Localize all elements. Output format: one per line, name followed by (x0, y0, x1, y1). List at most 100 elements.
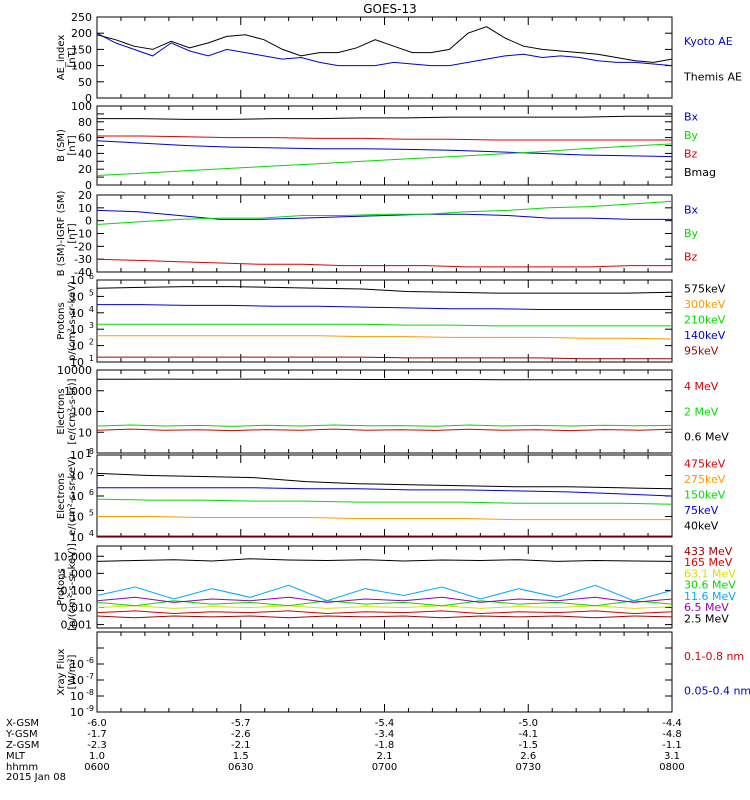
legend-entry: 433 MeV (684, 545, 733, 558)
x-axis-value: 0600 (84, 762, 109, 773)
y-tick-label: 20 (78, 163, 92, 176)
x-row-label: 2015 Jan 08 (6, 772, 66, 783)
y-tick-exponent: -9 (86, 704, 94, 713)
legend-entry: 2.5 MeV (684, 612, 729, 625)
series-line-protons_mev-1 (96, 610, 673, 615)
x-axis-value: -4.1 (518, 729, 538, 740)
x-axis-value: -6.0 (87, 718, 107, 729)
y-tick-label: 10 (70, 274, 84, 287)
y-tick-label: 0.010 (61, 602, 93, 615)
y-tick-label: 0.100 (61, 584, 93, 597)
panel-frame-protons_mev (96, 545, 673, 629)
series-line-bsm-0 (96, 140, 673, 158)
y-tick-label: 10 (70, 323, 84, 336)
y-axis-label: [nT] (67, 47, 78, 67)
y-tick-label: 10 (70, 340, 84, 353)
legend-entry: 30.6 MeV (684, 579, 736, 592)
series-line-protons_kev-4 (97, 356, 672, 360)
legend-entry: Bz (684, 147, 698, 160)
series-line-electrons_kev-4 (96, 472, 673, 490)
legend-entry: By (684, 129, 699, 142)
legend-entry: 210keV (684, 313, 726, 326)
y-tick-label: 10 (70, 290, 84, 303)
y-tick-label: 150 (71, 43, 92, 56)
y-tick-exponent: 6 (89, 272, 94, 281)
legend-entry: 475keV (684, 457, 726, 470)
y-tick-label: 10 (70, 356, 84, 369)
series-line-protons_mev-0 (96, 615, 673, 619)
x-axis-value: -5.7 (231, 718, 251, 729)
x-axis-value: -2.3 (87, 740, 107, 751)
legend-entry: 0.1-0.8 nm (684, 650, 744, 663)
y-tick-label: 0.001 (61, 619, 93, 632)
y-axis-label: [e/(cm²-s-sr)] (67, 378, 78, 444)
legend-entry: 575keV (684, 282, 726, 295)
x-axis-value: -1.5 (518, 740, 538, 751)
series-line-protons_kev-2 (97, 323, 672, 327)
y-tick-label: 1000 (64, 385, 92, 398)
legend-entry: 275keV (684, 473, 726, 486)
panel-frame-xray (96, 631, 673, 713)
legend-entry: By (684, 227, 699, 240)
y-tick-label: 1 (85, 447, 92, 460)
x-axis-value: -2.1 (231, 740, 251, 751)
y-tick-label: 10 (78, 202, 92, 215)
y-tick-exponent: 2 (89, 338, 94, 347)
y-tick-label: 0 (85, 215, 92, 228)
series-line-bsm_igrf-1 (96, 200, 673, 225)
legend-entry: 300keV (684, 298, 726, 311)
y-tick-label: 0 (85, 92, 92, 105)
y-axis-label: [W/m²] (67, 654, 78, 689)
y-tick-exponent: 8 (89, 447, 94, 456)
y-axis-label: Electrons (56, 473, 67, 519)
legend-entry: Bz (684, 250, 698, 263)
x-row-label: Y-GSM (5, 729, 38, 740)
y-axis-label: [p/(cm²-s-sr-keV)] (67, 543, 78, 631)
y-tick-label: 10000 (57, 364, 92, 377)
x-row-label: Z-GSM (6, 740, 39, 751)
y-tick-exponent: -6 (86, 656, 94, 665)
y-tick-label: -40 (74, 266, 92, 279)
legend-entry: 6.5 MeV (684, 601, 729, 614)
y-tick-label: 10 (70, 658, 84, 671)
x-axis-value: 0700 (372, 762, 397, 773)
y-axis-label: Electrons (56, 388, 67, 434)
legend-entry: 140keV (684, 329, 726, 342)
x-axis-value: -4.8 (662, 729, 682, 740)
series-line-protons_kev-3 (97, 304, 672, 310)
y-tick-label: 10 (70, 490, 84, 503)
y-tick-label: 100 (71, 406, 92, 419)
y-axis-label: [nT] (67, 223, 78, 243)
y-tick-label: 10 (70, 307, 84, 320)
y-tick-exponent: 6 (89, 488, 94, 497)
series-line-electrons_mev-0 (96, 428, 673, 432)
legend-entry: 4 MeV (684, 380, 719, 393)
x-axis-value: -1.8 (375, 740, 395, 751)
y-tick-exponent: -7 (86, 672, 94, 681)
legend-entry: Bx (684, 204, 699, 217)
series-line-bsm-3 (97, 115, 672, 120)
series-line-electrons_mev-1 (96, 424, 673, 427)
y-tick-label: -30 (74, 253, 92, 266)
legend-entry: Kyoto AE (684, 35, 733, 48)
x-axis-value: 2.1 (377, 751, 393, 762)
legend-entry: 165 MeV (684, 556, 733, 569)
y-tick-label: 10 (70, 511, 84, 524)
x-axis-value: 1.0 (89, 751, 105, 762)
x-row-label: X-GSM (6, 718, 39, 729)
series-line-protons_mev-5 (96, 596, 673, 603)
y-tick-exponent: 1 (89, 354, 94, 363)
x-axis-value: 0730 (516, 762, 541, 773)
legend-entry: 150keV (684, 488, 726, 501)
x-axis-value: -1.1 (662, 740, 682, 751)
y-tick-label: 10.000 (54, 550, 93, 563)
y-tick-label: 40 (78, 147, 92, 160)
y-tick-exponent: 3 (89, 321, 94, 330)
series-line-bsm_igrf-0 (96, 209, 672, 220)
series-line-ae-1 (96, 26, 673, 63)
panel-frame-electrons_kev (96, 454, 673, 538)
x-axis-value: -3.4 (375, 729, 395, 740)
y-tick-label: 0 (85, 179, 92, 192)
y-tick-label: 20 (78, 189, 92, 202)
x-axis-value: -5.0 (518, 718, 538, 729)
